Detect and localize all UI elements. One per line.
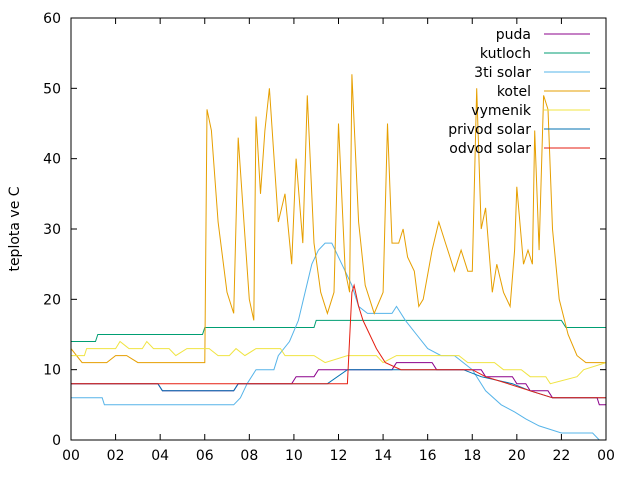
series-layer <box>70 74 607 441</box>
y-tick-label: 20 <box>43 292 61 308</box>
x-tick-label: 16 <box>419 448 437 464</box>
x-tick-label: 14 <box>374 448 392 464</box>
y-tick-label: 60 <box>43 11 61 27</box>
legend-label: puda <box>496 27 531 43</box>
y-tick-label: 10 <box>43 363 61 379</box>
x-tick-label: 04 <box>151 448 169 464</box>
legend-label: odvod solar <box>449 141 531 157</box>
legend-label: privod solar <box>448 122 531 138</box>
x-tick-label: 22 <box>553 448 571 464</box>
legend-label: kutloch <box>480 46 531 62</box>
x-tick-label: 12 <box>330 448 348 464</box>
series-line-odvod-solar <box>71 283 606 399</box>
series-line-vymenik <box>71 340 607 385</box>
y-tick-label: 0 <box>52 433 61 449</box>
x-tick-label: 02 <box>107 448 125 464</box>
series-line-kotel <box>70 74 606 364</box>
y-tick-label: 40 <box>43 152 61 168</box>
x-tick-label: 08 <box>240 448 258 464</box>
series-line-kutloch <box>71 319 606 342</box>
x-tick-label: 18 <box>463 448 481 464</box>
x-tick-label: 10 <box>285 448 303 464</box>
y-tick-label: 30 <box>43 222 61 238</box>
legend: puda kutloch 3ti solar kotel vymenik privod s… <box>448 27 590 157</box>
legend-label: 3ti solar <box>474 65 531 81</box>
legend-label: kotel <box>497 84 531 100</box>
legend-label: vymenik <box>471 103 532 119</box>
x-tick-label: 20 <box>508 448 526 464</box>
y-axis-label: teplota ve C <box>7 186 23 271</box>
y-tick-label: 50 <box>43 81 61 97</box>
x-tick-label: 00 <box>597 448 615 464</box>
x-tick-label: 06 <box>196 448 214 464</box>
x-tick-label: 00 <box>62 448 80 464</box>
